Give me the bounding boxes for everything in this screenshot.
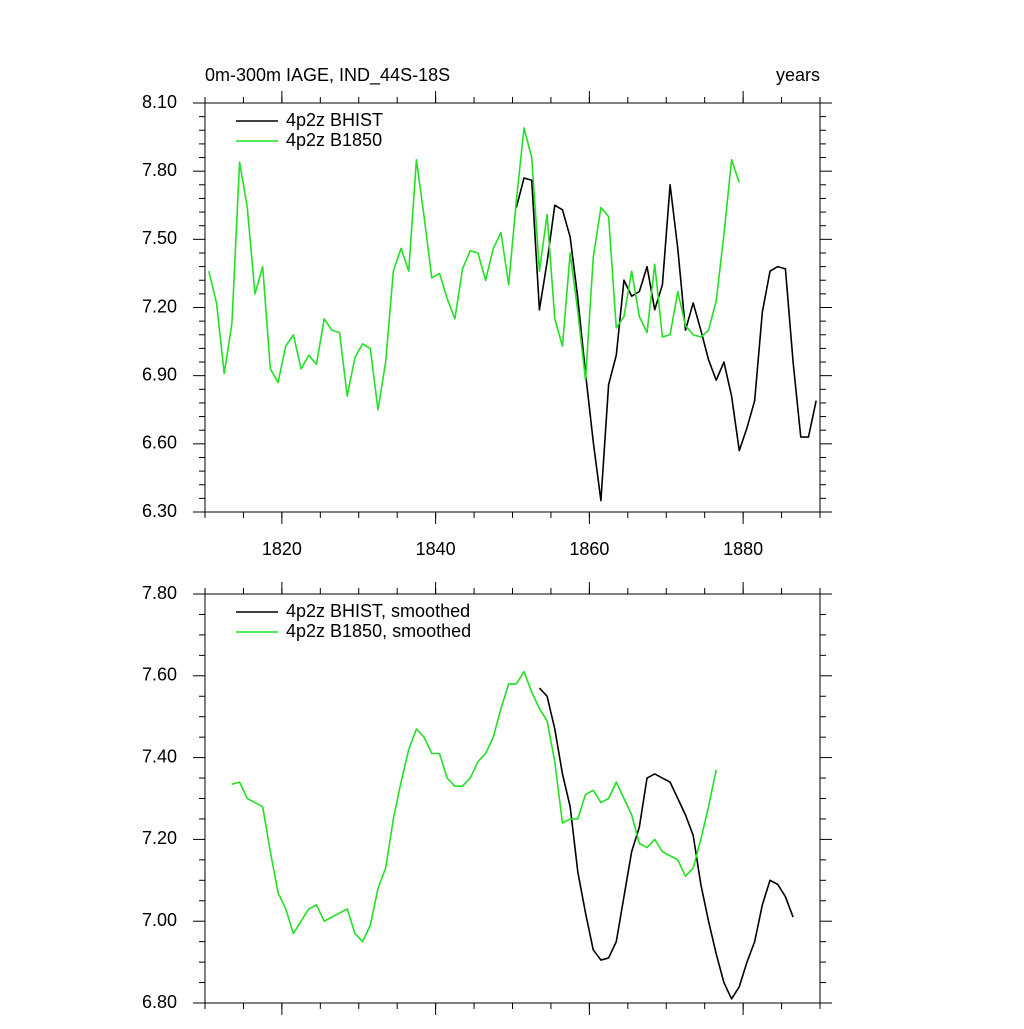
y-tick-label: 6.80 <box>142 992 177 1012</box>
plot-frame <box>204 593 821 1004</box>
y-tick-label: 7.50 <box>142 228 177 248</box>
legend-label: 4p2z B1850, smoothed <box>286 621 471 641</box>
y-tick-label: 7.80 <box>142 160 177 180</box>
y-tick-label: 7.20 <box>142 828 177 848</box>
series-line <box>538 687 794 1000</box>
y-tick-label: 7.80 <box>142 583 177 603</box>
y-tick-label: 7.60 <box>142 665 177 685</box>
x-tick-label: 1860 <box>569 539 609 559</box>
units-label: years <box>776 65 820 85</box>
y-tick-label: 7.20 <box>142 296 177 316</box>
x-tick-label: 1880 <box>723 539 763 559</box>
x-tick-label: 1840 <box>416 539 456 559</box>
y-tick-label: 6.90 <box>142 364 177 384</box>
y-tick-label: 6.30 <box>142 501 177 521</box>
chart-title: 0m-300m IAGE, IND_44S-18S <box>205 65 450 86</box>
y-tick-label: 6.60 <box>142 433 177 453</box>
legend-label: 4p2z BHIST, smoothed <box>286 601 470 621</box>
legend-label: 4p2z BHIST <box>286 110 383 130</box>
plot-frame <box>204 102 821 513</box>
y-tick-label: 7.00 <box>142 910 177 930</box>
y-tick-label: 7.40 <box>142 746 177 766</box>
x-tick-label: 1820 <box>262 539 302 559</box>
series-line <box>231 670 718 943</box>
series-line <box>515 177 817 502</box>
y-tick-label: 8.10 <box>142 92 177 112</box>
series-line <box>208 127 741 411</box>
legend-label: 4p2z B1850 <box>286 130 382 150</box>
